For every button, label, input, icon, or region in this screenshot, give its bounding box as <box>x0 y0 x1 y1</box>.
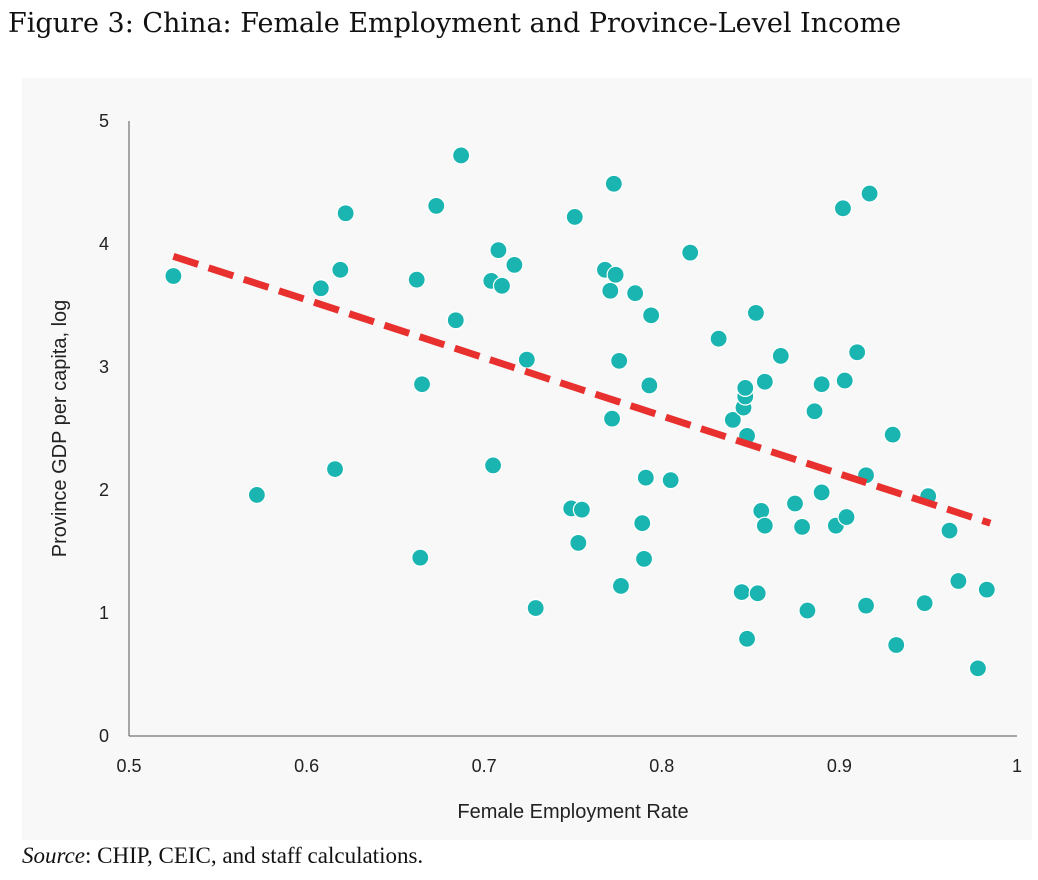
data-point <box>887 635 906 655</box>
data-point <box>492 276 512 295</box>
data-point <box>835 371 854 390</box>
data-point <box>771 346 790 366</box>
x-tick-label: 1 <box>1012 756 1022 776</box>
data-point <box>856 596 876 615</box>
x-axis-title: Female Employment Rate <box>457 801 688 823</box>
y-tick-label: 5 <box>99 111 109 131</box>
data-point <box>848 343 867 362</box>
data-point <box>949 571 968 591</box>
data-point <box>837 507 856 527</box>
data-point <box>446 311 465 330</box>
data-point <box>452 146 471 165</box>
data-point <box>755 516 774 535</box>
source-note: Source: CHIP, CEIC, and staff calculatio… <box>22 843 423 869</box>
x-tick-label: 0.7 <box>472 756 497 776</box>
y-tick-label: 0 <box>99 726 109 746</box>
data-point <box>812 375 831 394</box>
data-point <box>565 207 584 227</box>
data-point <box>311 279 330 298</box>
x-tick-label: 0.9 <box>827 756 852 776</box>
data-point <box>407 270 426 289</box>
y-axis-title: Province GDP per capita, log <box>49 300 71 558</box>
data-point <box>748 584 767 603</box>
data-point <box>411 548 430 567</box>
trendline <box>172 252 992 527</box>
data-point <box>755 372 774 391</box>
data-point <box>604 174 623 193</box>
data-point <box>601 281 620 300</box>
data-point <box>517 350 536 369</box>
data-point <box>611 576 631 596</box>
data-point <box>633 514 652 533</box>
data-point <box>752 501 771 521</box>
data-point <box>164 266 183 286</box>
x-tick-label: 0.5 <box>116 756 141 776</box>
data-point <box>940 521 959 540</box>
data-point <box>860 184 879 203</box>
data-point <box>412 375 432 394</box>
data-point <box>642 306 661 325</box>
y-tick-label: 4 <box>99 234 109 254</box>
data-point <box>833 199 853 218</box>
data-point <box>737 629 757 648</box>
data-point <box>602 409 622 428</box>
data-point <box>636 468 655 487</box>
data-point <box>968 659 988 678</box>
data-point <box>606 265 625 284</box>
source-text: : CHIP, CEIC, and staff calculations. <box>85 843 424 868</box>
y-tick-label: 1 <box>99 603 109 623</box>
data-point <box>793 517 812 536</box>
axes <box>128 121 1017 737</box>
data-point <box>977 580 996 599</box>
source-label: Source <box>22 843 86 868</box>
data-point <box>736 378 755 398</box>
data-point <box>526 598 545 618</box>
data-point <box>247 485 266 505</box>
data-point <box>626 284 645 303</box>
scatter-points <box>164 146 996 678</box>
data-point <box>331 260 350 279</box>
scatter-chart: 0.5 0.6 0.7 0.8 0.9 1 0 1 2 3 4 5 Female Employment… <box>49 111 1022 823</box>
data-point <box>681 243 700 262</box>
data-point <box>661 471 680 490</box>
data-point <box>915 594 934 613</box>
data-point <box>634 549 654 568</box>
data-point <box>505 255 524 275</box>
data-point <box>640 376 659 395</box>
data-point <box>483 456 503 475</box>
x-tick-label: 0.6 <box>294 756 319 776</box>
data-point <box>572 500 591 519</box>
data-point <box>325 459 345 479</box>
data-point <box>709 329 728 348</box>
data-point <box>569 533 588 552</box>
data-point <box>785 494 805 513</box>
data-point <box>610 351 629 370</box>
y-tick-label: 3 <box>99 357 109 377</box>
data-point <box>489 241 508 260</box>
data-point <box>732 582 751 602</box>
data-point <box>723 410 742 429</box>
y-tick-label: 2 <box>99 480 109 500</box>
data-point <box>798 601 817 620</box>
data-point <box>812 483 831 502</box>
x-tick-label: 0.8 <box>649 756 674 776</box>
data-point <box>746 303 766 322</box>
data-point <box>805 402 824 421</box>
tick-labels: 0.5 0.6 0.7 0.8 0.9 1 0 1 2 3 4 5 <box>99 111 1022 776</box>
data-point <box>883 425 902 444</box>
data-point <box>336 204 355 223</box>
figure-title: Figure 3: China: Female Employment and P… <box>8 8 902 39</box>
data-point <box>427 196 446 215</box>
chart-panel: 0.5 0.6 0.7 0.8 0.9 1 0 1 2 3 4 5 Female Employment… <box>22 78 1032 840</box>
